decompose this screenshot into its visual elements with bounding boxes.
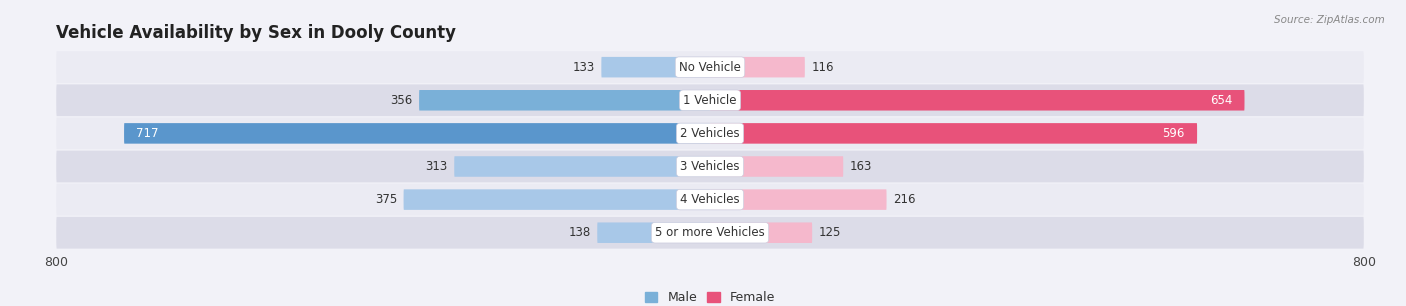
Text: No Vehicle: No Vehicle (679, 61, 741, 74)
Text: 717: 717 (136, 127, 159, 140)
Text: 5 or more Vehicles: 5 or more Vehicles (655, 226, 765, 239)
FancyBboxPatch shape (710, 57, 804, 77)
FancyBboxPatch shape (710, 90, 1244, 110)
FancyBboxPatch shape (56, 118, 1364, 149)
FancyBboxPatch shape (56, 84, 1364, 116)
Text: 116: 116 (811, 61, 834, 74)
Text: 216: 216 (893, 193, 915, 206)
FancyBboxPatch shape (56, 217, 1364, 248)
Text: 654: 654 (1211, 94, 1232, 107)
Text: 596: 596 (1163, 127, 1185, 140)
Text: 125: 125 (818, 226, 841, 239)
Text: 313: 313 (426, 160, 447, 173)
Text: 133: 133 (572, 61, 595, 74)
Text: 163: 163 (849, 160, 872, 173)
Text: 138: 138 (568, 226, 591, 239)
FancyBboxPatch shape (404, 189, 710, 210)
FancyBboxPatch shape (56, 184, 1364, 215)
Text: 356: 356 (391, 94, 412, 107)
FancyBboxPatch shape (710, 222, 813, 243)
FancyBboxPatch shape (124, 123, 710, 144)
Text: Source: ZipAtlas.com: Source: ZipAtlas.com (1274, 15, 1385, 25)
Text: 375: 375 (375, 193, 396, 206)
Text: 3 Vehicles: 3 Vehicles (681, 160, 740, 173)
FancyBboxPatch shape (454, 156, 710, 177)
FancyBboxPatch shape (419, 90, 710, 110)
FancyBboxPatch shape (598, 222, 710, 243)
FancyBboxPatch shape (56, 51, 1364, 83)
FancyBboxPatch shape (710, 189, 887, 210)
Text: 1 Vehicle: 1 Vehicle (683, 94, 737, 107)
FancyBboxPatch shape (56, 151, 1364, 182)
Legend: Male, Female: Male, Female (640, 286, 780, 306)
Text: Vehicle Availability by Sex in Dooly County: Vehicle Availability by Sex in Dooly Cou… (56, 24, 456, 42)
FancyBboxPatch shape (710, 156, 844, 177)
Text: 2 Vehicles: 2 Vehicles (681, 127, 740, 140)
FancyBboxPatch shape (710, 123, 1197, 144)
Text: 4 Vehicles: 4 Vehicles (681, 193, 740, 206)
FancyBboxPatch shape (602, 57, 710, 77)
